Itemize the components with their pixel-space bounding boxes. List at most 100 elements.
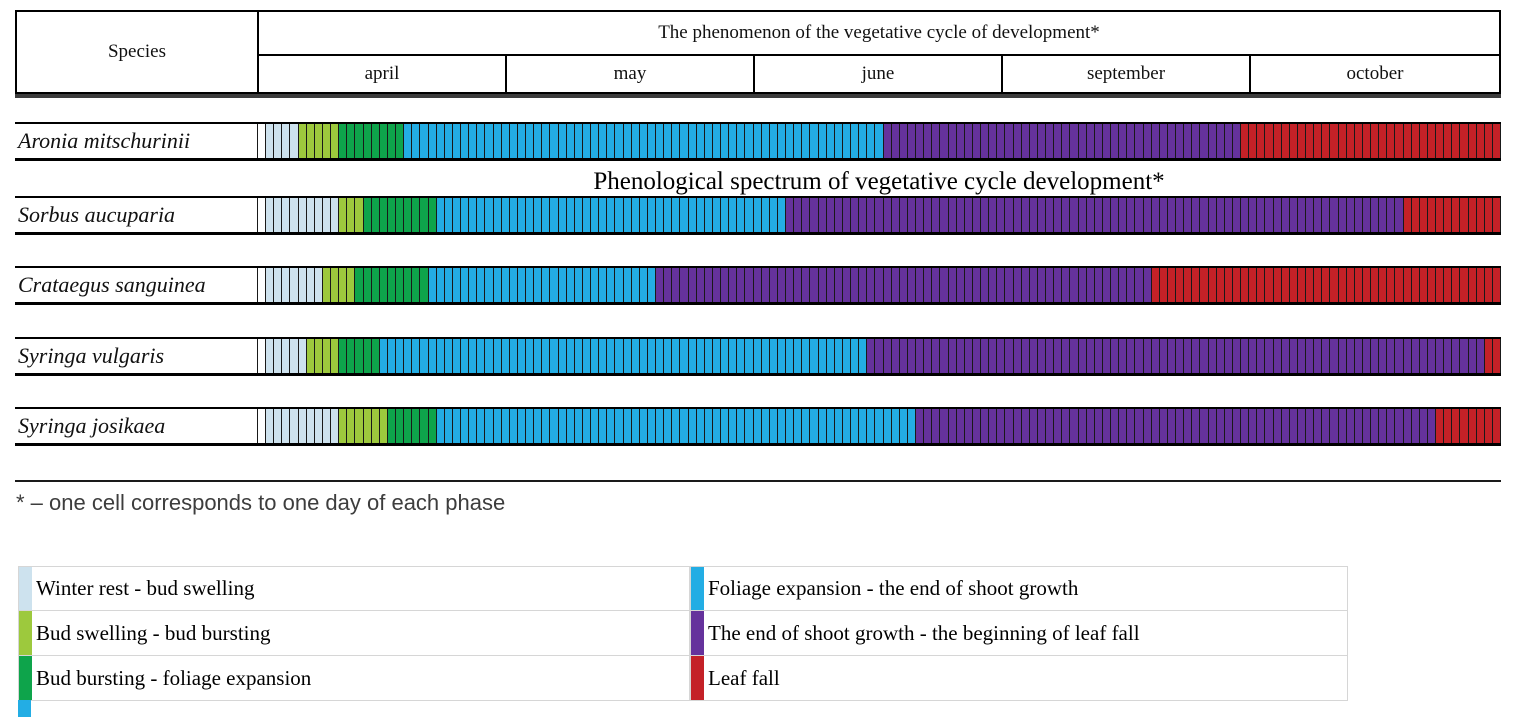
day-cell	[1289, 198, 1298, 232]
day-cell	[1159, 268, 1168, 302]
day-cell	[664, 268, 673, 302]
day-cell	[591, 339, 600, 373]
day-cell	[1143, 198, 1152, 232]
day-cell	[1387, 124, 1396, 158]
day-cell	[623, 409, 632, 443]
day-cell	[1119, 198, 1128, 232]
day-cell	[1200, 268, 1209, 302]
day-cell	[582, 339, 591, 373]
day-cell	[1395, 198, 1404, 232]
day-cell	[769, 339, 778, 373]
day-cell	[916, 124, 925, 158]
day-cell	[623, 198, 632, 232]
day-cell	[729, 339, 738, 373]
day-cell	[331, 268, 340, 302]
day-cell	[322, 339, 331, 373]
day-cell	[1419, 409, 1428, 443]
day-cell	[794, 198, 803, 232]
day-cell	[932, 198, 941, 232]
day-cell	[1232, 268, 1241, 302]
day-cell	[1037, 198, 1046, 232]
day-cell	[721, 409, 730, 443]
day-cell	[1021, 268, 1030, 302]
day-cell	[339, 268, 348, 302]
day-cell	[1094, 409, 1103, 443]
day-cell	[1192, 268, 1201, 302]
day-cell	[1167, 268, 1176, 302]
day-cell	[1322, 268, 1331, 302]
header-divider-rule	[15, 94, 1501, 98]
day-cell	[404, 124, 413, 158]
day-cell	[1338, 268, 1347, 302]
day-cell	[1257, 409, 1266, 443]
day-cell	[582, 124, 591, 158]
day-cell	[615, 124, 624, 158]
day-cell	[534, 409, 543, 443]
day-cell	[469, 409, 478, 443]
day-cell	[1419, 198, 1428, 232]
day-cell	[875, 198, 884, 232]
day-cell	[322, 198, 331, 232]
day-cell	[1062, 339, 1071, 373]
day-cell	[647, 409, 656, 443]
day-cell	[761, 268, 770, 302]
day-cell	[1452, 409, 1461, 443]
day-cell	[745, 409, 754, 443]
day-cell	[1314, 339, 1323, 373]
day-cell	[696, 198, 705, 232]
day-cell	[1062, 409, 1071, 443]
day-cell	[1427, 268, 1436, 302]
species-row: Crataegus sanguinea	[15, 266, 1501, 305]
day-cell	[1314, 409, 1323, 443]
day-cell	[972, 198, 981, 232]
day-cell	[1492, 339, 1501, 373]
day-cell	[924, 409, 933, 443]
day-cell	[704, 268, 713, 302]
day-cell	[721, 339, 730, 373]
day-cell	[1102, 124, 1111, 158]
day-cell	[826, 339, 835, 373]
day-cell	[1216, 268, 1225, 302]
day-cell	[1135, 409, 1144, 443]
day-cell	[721, 124, 730, 158]
day-cell	[485, 339, 494, 373]
day-cell	[298, 409, 307, 443]
day-cell	[924, 268, 933, 302]
day-cell	[591, 409, 600, 443]
phenology-bar	[257, 268, 1501, 302]
day-cell	[851, 124, 860, 158]
day-cell	[875, 268, 884, 302]
day-cell	[1484, 268, 1493, 302]
day-cell	[777, 198, 786, 232]
day-cell	[1184, 124, 1193, 158]
day-cell	[997, 339, 1006, 373]
day-cell	[1468, 268, 1477, 302]
species-column-header: Species	[17, 12, 259, 92]
day-cell	[1192, 124, 1201, 158]
day-cell	[899, 124, 908, 158]
day-cell	[1119, 339, 1128, 373]
day-cell	[517, 198, 526, 232]
day-cell	[712, 124, 721, 158]
day-cell	[1062, 198, 1071, 232]
day-cell	[574, 268, 583, 302]
day-cell	[379, 268, 388, 302]
day-cell	[883, 198, 892, 232]
day-cell	[1200, 339, 1209, 373]
day-cell	[363, 409, 372, 443]
day-cell	[704, 124, 713, 158]
day-cell	[859, 124, 868, 158]
day-cell	[599, 409, 608, 443]
day-cell	[664, 124, 673, 158]
day-cell	[712, 409, 721, 443]
day-cell	[842, 409, 851, 443]
day-cell	[907, 124, 916, 158]
legend-label: Bud bursting - foliage expansion	[36, 665, 312, 690]
day-cell	[1436, 409, 1445, 443]
day-cell	[1005, 124, 1014, 158]
day-cell	[851, 339, 860, 373]
day-cell	[834, 409, 843, 443]
day-cell	[1306, 198, 1315, 232]
day-cell	[1037, 339, 1046, 373]
day-cell	[981, 198, 990, 232]
